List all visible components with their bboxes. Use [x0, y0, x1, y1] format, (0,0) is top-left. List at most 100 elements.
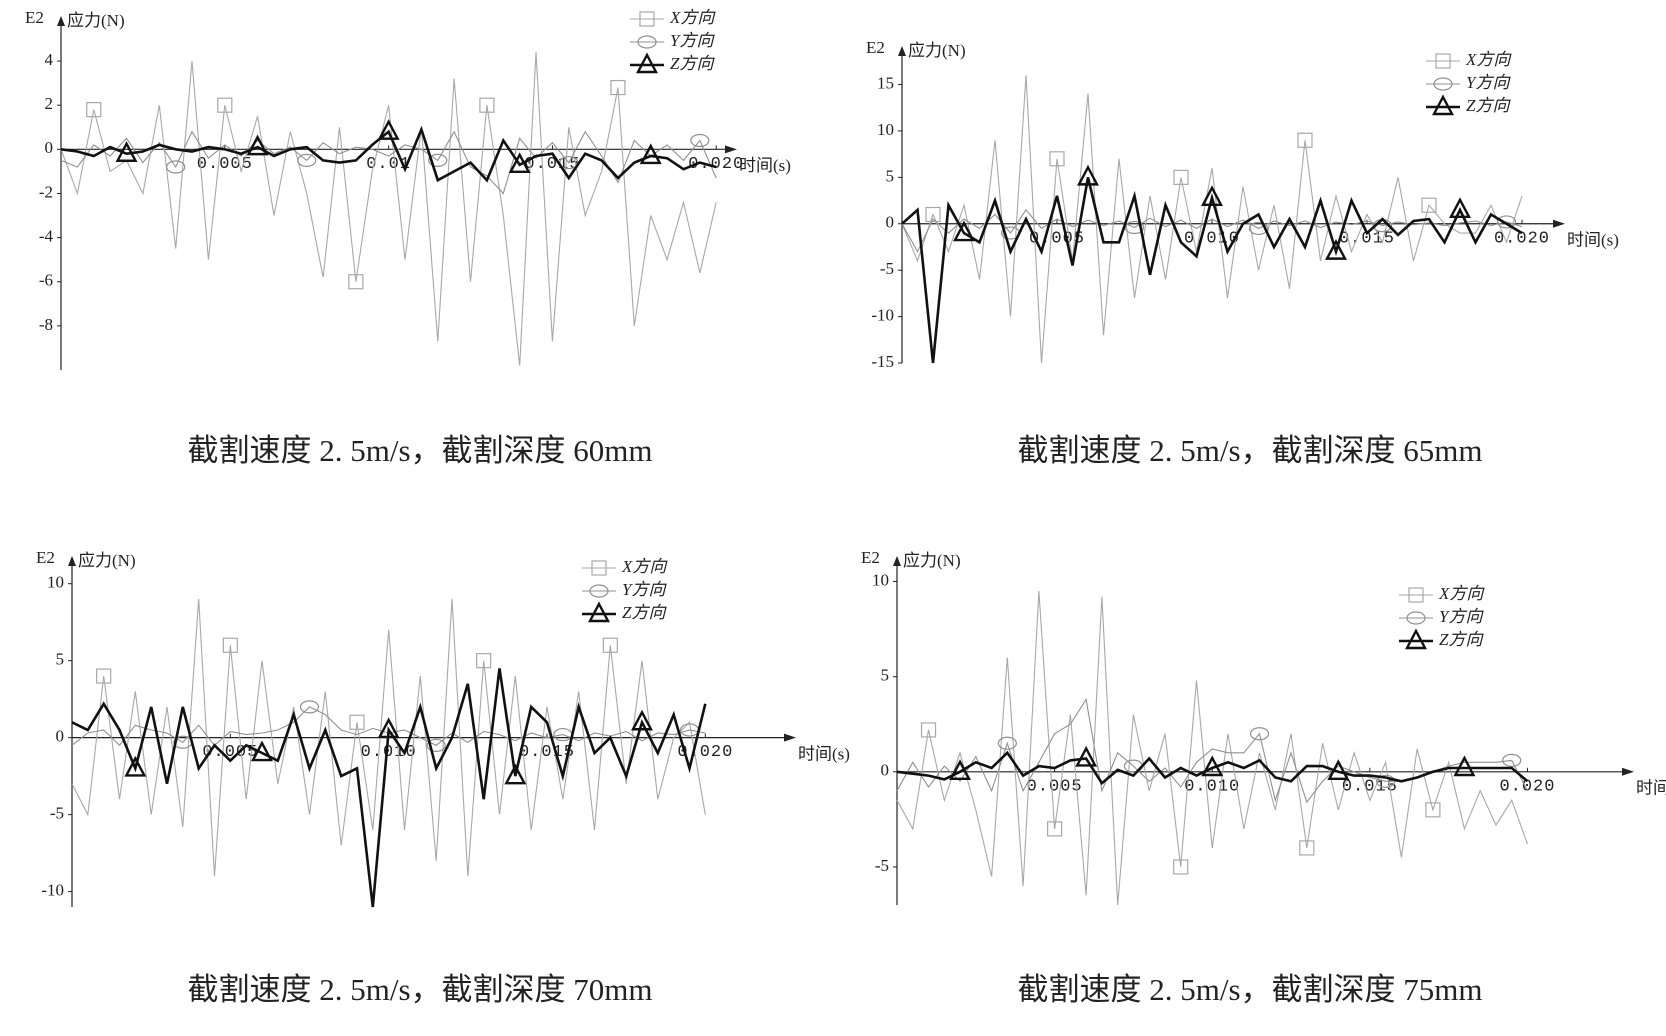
- legend-marker: [1408, 587, 1424, 603]
- marker: [1249, 727, 1270, 741]
- legend-marker: [1432, 94, 1454, 116]
- x-tick-label: 0.015: [1342, 777, 1398, 796]
- x-axis-label: 时间(s): [798, 745, 850, 764]
- y-tick-label: -8: [39, 315, 53, 334]
- marker: [1077, 164, 1099, 186]
- y-tick-label: -5: [875, 856, 889, 875]
- marker: [86, 102, 102, 118]
- marker: [299, 700, 320, 714]
- legend-marker: [639, 11, 655, 27]
- x-axis-label: 时间(s): [1567, 231, 1619, 250]
- marker: [949, 759, 972, 780]
- series-line: [896, 590, 1529, 906]
- y-axis-arrow: [57, 16, 65, 26]
- y-tick-label: -2: [39, 182, 53, 201]
- marker: [222, 637, 238, 653]
- legend-marker: [591, 560, 607, 576]
- series-line: [71, 599, 706, 877]
- marker: [1327, 759, 1350, 780]
- legend-marker: [1406, 611, 1426, 625]
- y-tick-label: 0: [886, 213, 895, 232]
- caption: 截割速度 2. 5m/s，截割深度 60mm: [187, 433, 652, 468]
- marker: [1299, 840, 1315, 856]
- marker: [508, 152, 531, 173]
- x-tick-label: 0.015: [519, 743, 575, 762]
- marker: [479, 97, 495, 113]
- chart-panel: E2 应力(N) 时间(s) 10 5 0 -5 0.005 0.010 0.015 0.020 X方…: [861, 548, 1666, 1007]
- legend-marker: [637, 35, 657, 49]
- legend-label: Z方向: [622, 603, 667, 622]
- x-tick-label: 0.020: [1494, 229, 1550, 248]
- legend-marker: [589, 584, 609, 598]
- marker: [426, 738, 446, 752]
- y-tick-label: 10: [47, 573, 64, 592]
- marker: [631, 709, 653, 731]
- caption: 截割速度 2. 5m/s，截割深度 65mm: [1017, 433, 1482, 468]
- marker: [1049, 151, 1065, 167]
- y-tick-label: 0: [881, 761, 890, 780]
- series-line: [896, 750, 1529, 786]
- marker: [1201, 185, 1223, 206]
- y-scale-label: E2: [866, 38, 885, 57]
- marker: [1502, 753, 1522, 767]
- y-tick-label: 15: [877, 73, 894, 92]
- caption: 截割速度 2. 5m/s，截割深度 70mm: [187, 972, 652, 1007]
- x-tick-label: 0.020: [688, 155, 744, 174]
- legend-marker: [1433, 77, 1453, 91]
- marker: [377, 119, 400, 140]
- marker: [377, 717, 400, 739]
- legend-label: Y方向: [670, 31, 715, 50]
- x-tick-label: 0.010: [1184, 777, 1240, 796]
- x-axis-arrow: [725, 145, 737, 154]
- y-tick-label: 4: [45, 50, 54, 69]
- marker: [1201, 755, 1224, 777]
- legend-label: X方向: [1438, 584, 1485, 603]
- y-tick-label: 10: [872, 570, 889, 589]
- x-tick-label: 0.015: [1339, 229, 1395, 248]
- y-axis-label: 应力(N): [67, 11, 125, 30]
- y-tick-label: 5: [886, 166, 895, 185]
- y-axis-label: 应力(N): [78, 551, 136, 570]
- marker: [1376, 774, 1396, 788]
- marker: [1421, 197, 1437, 213]
- legend-label: Y方向: [1439, 607, 1484, 626]
- x-tick-label: 0.020: [1499, 777, 1555, 796]
- marker: [639, 143, 662, 165]
- series-line: [60, 52, 717, 366]
- marker: [1075, 745, 1098, 767]
- marker: [297, 153, 317, 167]
- y-tick-label: 0: [56, 727, 65, 746]
- legend-marker: [1435, 53, 1451, 69]
- y-tick-label: -15: [871, 352, 894, 371]
- marker: [428, 153, 448, 167]
- series-line: [901, 208, 1523, 253]
- x-tick-label: 0.005: [197, 155, 253, 174]
- marker: [246, 134, 269, 156]
- y-tick-label: 5: [881, 666, 890, 685]
- y-tick-label: 5: [56, 650, 65, 669]
- legend-label: Z方向: [1439, 630, 1484, 649]
- marker: [504, 763, 527, 785]
- marker: [96, 668, 112, 684]
- marker: [348, 274, 364, 290]
- marker: [1325, 239, 1347, 260]
- x-axis-label: 时间(s): [1636, 779, 1666, 798]
- legend-label: X方向: [621, 557, 668, 576]
- legend-label: X方向: [669, 8, 716, 27]
- legend-label: Y方向: [622, 580, 667, 599]
- marker: [251, 740, 273, 762]
- y-tick-label: 10: [877, 120, 894, 139]
- y-scale-label: E2: [36, 548, 55, 567]
- marker: [217, 97, 233, 113]
- series-line: [60, 125, 717, 183]
- y-axis-label: 应力(N): [908, 41, 966, 60]
- marker: [920, 722, 937, 738]
- series-line: [901, 75, 1523, 364]
- marker: [115, 141, 138, 162]
- x-axis-arrow: [784, 733, 796, 742]
- marker: [1173, 169, 1189, 185]
